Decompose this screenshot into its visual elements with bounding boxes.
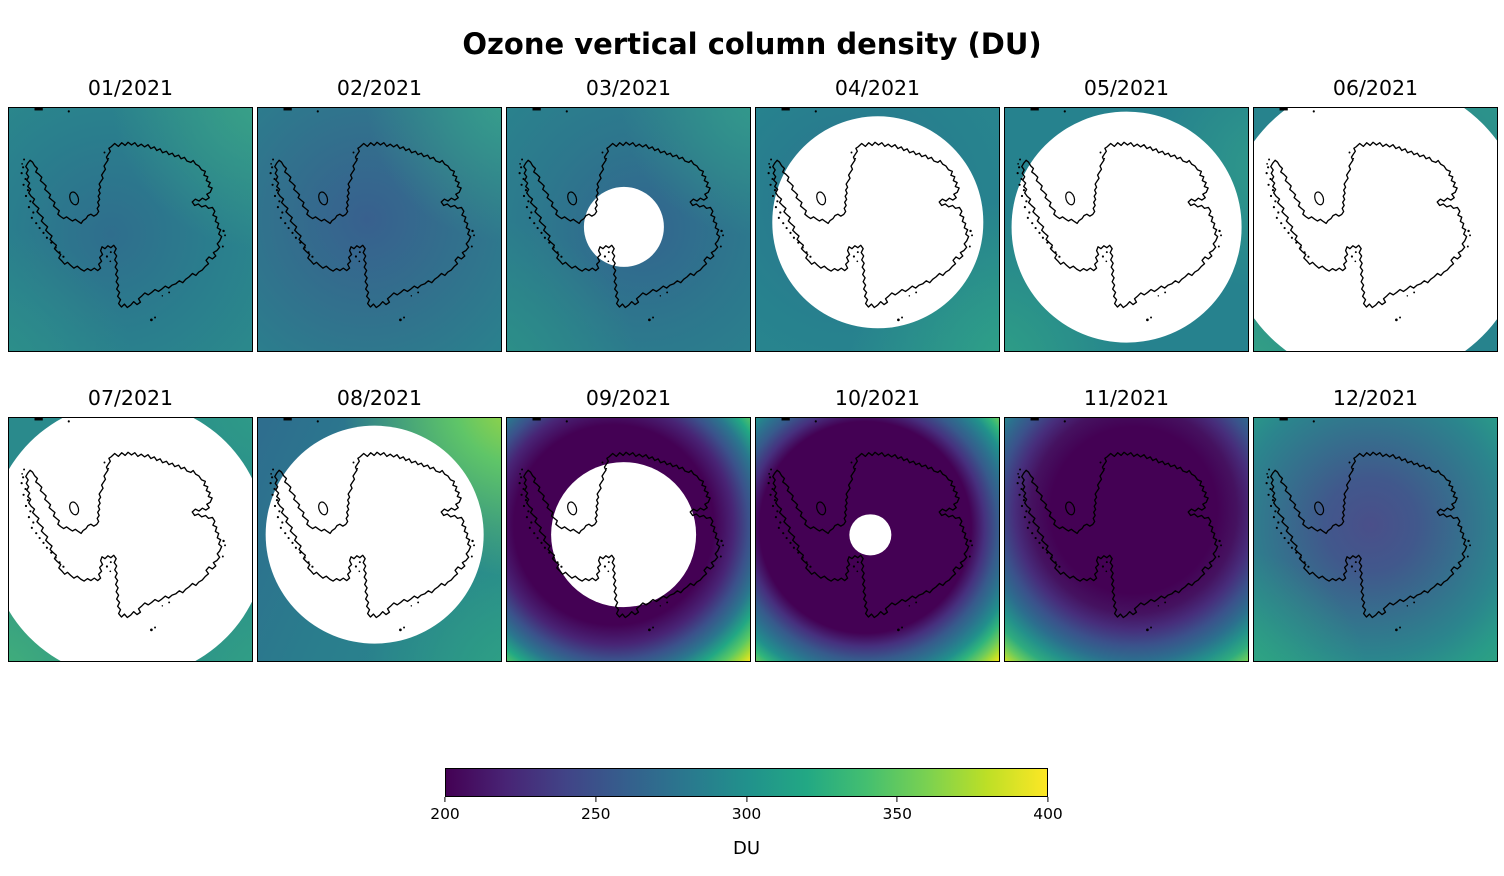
figure-title: Ozone vertical column density (DU) <box>462 27 1042 62</box>
map-06-2021 <box>1253 107 1498 352</box>
antarctica-coastline <box>268 418 477 633</box>
antarctica-coastline <box>517 108 726 323</box>
panel-row-2: 07/2021 08/2021 09/2021 10/2021 11/2021 … <box>8 386 1498 662</box>
antarctica-coastline <box>766 418 975 633</box>
antarctica-coastline <box>1264 108 1473 323</box>
antarctica-coastline <box>19 108 228 323</box>
colorbar-tick <box>745 797 748 802</box>
map-09-2021 <box>506 417 751 662</box>
panel-dec: 12/2021 <box>1253 386 1498 662</box>
no-data-circle <box>1254 108 1497 351</box>
panel-sep: 09/2021 <box>506 386 751 662</box>
colorbar-tick-label: 300 <box>731 805 762 823</box>
panel-title: 03/2021 <box>585 76 672 100</box>
map-07-2021 <box>8 417 253 662</box>
colorbar-axis-label: DU <box>732 838 761 859</box>
panel-row-1: 01/2021 02/2021 03/2021 04/2021 05/2021 … <box>8 76 1498 352</box>
panel-jul: 07/2021 <box>8 386 253 662</box>
antarctica-coastline <box>19 418 228 633</box>
panel-aug: 08/2021 <box>257 386 502 662</box>
no-data-circle <box>265 425 484 644</box>
no-data-circle <box>550 461 697 608</box>
panel-title: 08/2021 <box>336 386 423 410</box>
colorbar-tick-label: 250 <box>580 805 611 823</box>
colorbar-tick <box>896 797 898 802</box>
map-12-2021 <box>1253 417 1498 662</box>
panel-jan: 01/2021 <box>8 76 253 352</box>
panel-title: 01/2021 <box>87 76 174 100</box>
panel-nov: 11/2021 <box>1004 386 1249 662</box>
no-data-circle <box>771 116 984 328</box>
antarctica-coastline <box>517 418 726 633</box>
colorbar-tick <box>595 797 597 802</box>
colorbar-tick <box>1047 797 1049 802</box>
no-data-circle <box>849 513 891 556</box>
panel-title: 04/2021 <box>834 76 921 100</box>
antarctica-coastline <box>1015 108 1224 323</box>
panel-title: 09/2021 <box>585 386 672 410</box>
no-data-circle <box>9 418 252 661</box>
colorbar-gradient <box>445 768 1048 797</box>
panel-title: 11/2021 <box>1083 386 1170 410</box>
panel-mar: 03/2021 <box>506 76 751 352</box>
map-02-2021 <box>257 107 502 352</box>
panel-jun: 06/2021 <box>1253 76 1498 352</box>
colorbar-tick <box>444 797 446 802</box>
map-05-2021 <box>1004 107 1249 352</box>
panel-title: 02/2021 <box>336 76 423 100</box>
panel-feb: 02/2021 <box>257 76 502 352</box>
map-08-2021 <box>257 417 502 662</box>
panel-title: 10/2021 <box>834 386 921 410</box>
map-01-2021 <box>8 107 253 352</box>
colorbar-tick-label: 200 <box>430 805 460 823</box>
panel-title: 06/2021 <box>1332 76 1419 100</box>
panel-title: 05/2021 <box>1083 76 1170 100</box>
panel-may: 05/2021 <box>1004 76 1249 352</box>
panel-title: 12/2021 <box>1332 386 1419 410</box>
antarctica-coastline <box>1264 418 1473 633</box>
map-04-2021 <box>755 107 1000 352</box>
panel-oct: 10/2021 <box>755 386 1000 662</box>
antarctica-coastline <box>268 108 477 323</box>
panel-title: 07/2021 <box>87 386 174 410</box>
no-data-circle <box>1011 111 1242 343</box>
map-03-2021 <box>506 107 751 352</box>
map-11-2021 <box>1004 417 1249 662</box>
colorbar-tick-label: 400 <box>1033 805 1063 823</box>
antarctica-coastline <box>766 108 975 323</box>
antarctica-coastline <box>1015 418 1224 633</box>
colorbar-tick-label: 350 <box>882 805 913 823</box>
map-10-2021 <box>755 417 1000 662</box>
panel-apr: 04/2021 <box>755 76 1000 352</box>
colorbar: 200 250 300 350 400 DU <box>430 768 1063 868</box>
